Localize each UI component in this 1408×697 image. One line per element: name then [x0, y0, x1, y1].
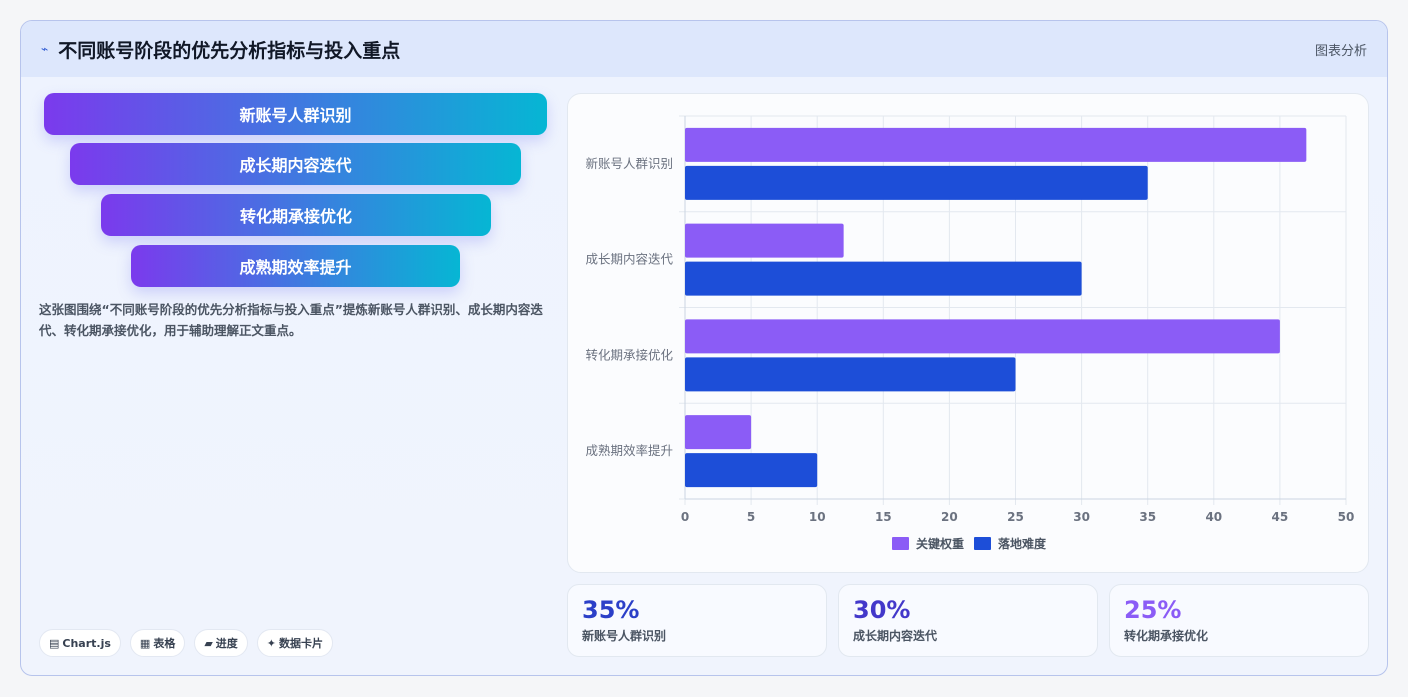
table-icon: ▦ [139, 636, 151, 650]
chart-card: 0 5 10 15 20 25 30 35 40 45 50 新账号人群识别 成长期内容迭代 转化期承接优… [567, 93, 1369, 573]
pill-progress[interactable]: ▰ 进度 [194, 629, 248, 657]
pill-chartjs[interactable]: ▤ Chart.js [39, 629, 121, 657]
stat-value: 30% [853, 596, 911, 624]
header: ⌁ 不同账号阶段的优先分析指标与投入重点 图表分析 [21, 21, 1387, 77]
bar [685, 165, 1148, 200]
stat-label: 成长期内容迭代 [853, 629, 938, 643]
bar [685, 261, 1082, 296]
page-title: 不同账号阶段的优先分析指标与投入重点 [58, 39, 401, 62]
funnel-step-3: 转化期承接优化 [101, 194, 491, 236]
x-tick-label: 30 [1073, 510, 1090, 524]
y-tick-label: 转化期承接优化 [585, 347, 673, 362]
legend-label: 落地难度 [998, 536, 1047, 551]
x-tick-label: 50 [1338, 510, 1355, 524]
pill-data-card[interactable]: ✦ 数据卡片 [256, 629, 334, 657]
x-tick-label: 15 [875, 510, 892, 524]
progress-icon: ▰ [204, 636, 213, 650]
bar [685, 453, 818, 488]
funnel-step-1: 新账号人群识别 [44, 93, 547, 135]
y-tick-label: 新账号人群识别 [585, 156, 673, 171]
funnel-step-4: 成熟期效率提升 [131, 245, 460, 287]
stat-label: 新账号人群识别 [582, 629, 667, 643]
funnel-step-2: 成长期内容迭代 [70, 143, 521, 185]
bar [685, 415, 752, 450]
left-panel: 新账号人群识别 成长期内容迭代 转化期承接优化 成熟期效率提升 这张图围绕“不同… [21, 77, 567, 675]
bar [685, 357, 1016, 392]
bar [685, 127, 1307, 162]
x-tick-label: 5 [747, 510, 755, 524]
x-tick-label: 0 [681, 510, 689, 524]
y-tick-label: 成熟期效率提升 [585, 443, 673, 458]
stat-card-3: 25% 转化期承接优化 [1109, 584, 1369, 657]
bar [685, 223, 844, 258]
legend-swatch [974, 537, 991, 550]
stat-card-2: 30% 成长期内容迭代 [838, 584, 1098, 657]
y-tick-label: 成长期内容迭代 [585, 252, 673, 267]
x-tick-label: 35 [1139, 510, 1156, 524]
header-tag: 图表分析 [1314, 43, 1367, 59]
chart-line-icon: ⌁ [41, 42, 49, 56]
sparkle-icon: ✦ [266, 636, 277, 650]
bar-chart: 0 5 10 15 20 25 30 35 40 45 50 新账号人群识别成长期内容迭代转化期承接优… [585, 115, 1355, 551]
chart-description: 这张图围绕“不同账号阶段的优先分析指标与投入重点”提炼新账号人群识别、成长期内容… [39, 302, 543, 338]
stat-value: 25% [1124, 596, 1182, 624]
x-tick-label: 45 [1272, 510, 1289, 524]
x-tick-label: 20 [941, 510, 958, 524]
main-panel: ⌁ 不同账号阶段的优先分析指标与投入重点 图表分析 新账号人群识别 成长期内容迭… [20, 20, 1388, 676]
bar [685, 319, 1280, 354]
x-tick-label: 40 [1205, 510, 1222, 524]
stat-card-1: 35% 新账号人群识别 [567, 584, 827, 657]
legend-label: 关键权重 [916, 536, 964, 551]
legend-swatch [892, 537, 909, 550]
chart-icon: ▤ [49, 636, 60, 650]
stat-label: 转化期承接优化 [1124, 629, 1209, 643]
x-tick-label: 10 [809, 510, 826, 524]
stat-value: 35% [582, 596, 640, 624]
x-tick-label: 25 [1007, 510, 1024, 524]
tag-list: ▤ Chart.js ▦ 表格 ▰ 进度 ✦ 数据卡片 [39, 629, 334, 657]
pill-table[interactable]: ▦ 表格 [129, 629, 186, 657]
